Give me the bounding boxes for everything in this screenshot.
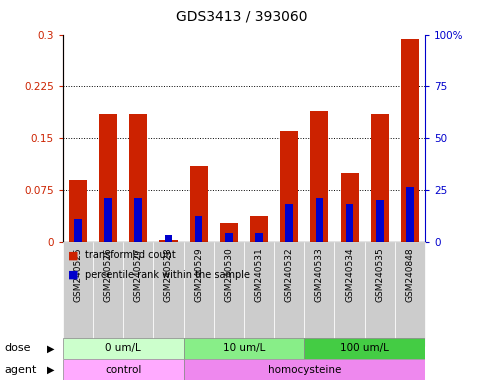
FancyBboxPatch shape: [184, 359, 425, 380]
Text: GSM240525: GSM240525: [73, 247, 83, 302]
Text: ■: ■: [68, 250, 78, 260]
FancyBboxPatch shape: [213, 242, 244, 346]
Text: GSM240531: GSM240531: [255, 247, 264, 302]
Bar: [250, 216, 268, 242]
FancyBboxPatch shape: [304, 242, 334, 346]
Text: 0 um/L: 0 um/L: [105, 343, 141, 354]
FancyBboxPatch shape: [123, 242, 154, 346]
Text: GSM240535: GSM240535: [375, 247, 384, 302]
FancyBboxPatch shape: [334, 242, 365, 346]
Bar: [341, 173, 358, 242]
Text: 100 um/L: 100 um/L: [340, 343, 389, 354]
Bar: [129, 114, 147, 242]
Text: GSM240533: GSM240533: [315, 247, 324, 302]
FancyBboxPatch shape: [63, 242, 93, 346]
Text: GSM240527: GSM240527: [134, 247, 143, 302]
FancyBboxPatch shape: [63, 359, 184, 380]
Bar: [225, 233, 233, 242]
FancyBboxPatch shape: [395, 242, 425, 346]
Text: GSM240848: GSM240848: [405, 247, 414, 302]
Text: GDS3413 / 393060: GDS3413 / 393060: [176, 10, 307, 23]
Text: GSM240529: GSM240529: [194, 247, 203, 302]
FancyBboxPatch shape: [184, 242, 213, 346]
Bar: [406, 187, 414, 242]
Text: ▶: ▶: [47, 364, 55, 375]
Bar: [159, 240, 178, 242]
Bar: [74, 219, 82, 242]
Bar: [376, 200, 384, 242]
Text: transformed count: transformed count: [85, 250, 175, 260]
Text: ■: ■: [68, 270, 78, 280]
FancyBboxPatch shape: [244, 242, 274, 346]
Bar: [280, 131, 298, 242]
Text: ▶: ▶: [47, 343, 55, 354]
Text: GSM240530: GSM240530: [224, 247, 233, 302]
Bar: [346, 204, 354, 242]
Bar: [255, 233, 263, 242]
Bar: [220, 223, 238, 242]
Text: GSM240528: GSM240528: [164, 247, 173, 302]
FancyBboxPatch shape: [93, 242, 123, 346]
FancyBboxPatch shape: [154, 242, 184, 346]
Bar: [195, 216, 202, 242]
FancyBboxPatch shape: [274, 242, 304, 346]
Bar: [165, 235, 172, 242]
FancyBboxPatch shape: [365, 242, 395, 346]
Bar: [189, 166, 208, 242]
Bar: [315, 199, 323, 242]
Bar: [134, 199, 142, 242]
FancyBboxPatch shape: [304, 338, 425, 359]
Bar: [371, 114, 389, 242]
Text: GSM240532: GSM240532: [284, 247, 294, 302]
Bar: [69, 180, 87, 242]
Bar: [104, 199, 112, 242]
Text: GSM240534: GSM240534: [345, 247, 354, 302]
Text: homocysteine: homocysteine: [268, 364, 341, 375]
Bar: [311, 111, 328, 242]
Bar: [99, 114, 117, 242]
FancyBboxPatch shape: [184, 338, 304, 359]
Text: percentile rank within the sample: percentile rank within the sample: [85, 270, 250, 280]
Text: control: control: [105, 364, 142, 375]
Text: 10 um/L: 10 um/L: [223, 343, 265, 354]
Text: dose: dose: [5, 343, 31, 354]
Text: agent: agent: [5, 364, 37, 375]
FancyBboxPatch shape: [63, 338, 184, 359]
Bar: [285, 204, 293, 242]
Text: GSM240526: GSM240526: [103, 247, 113, 302]
Bar: [401, 40, 419, 242]
